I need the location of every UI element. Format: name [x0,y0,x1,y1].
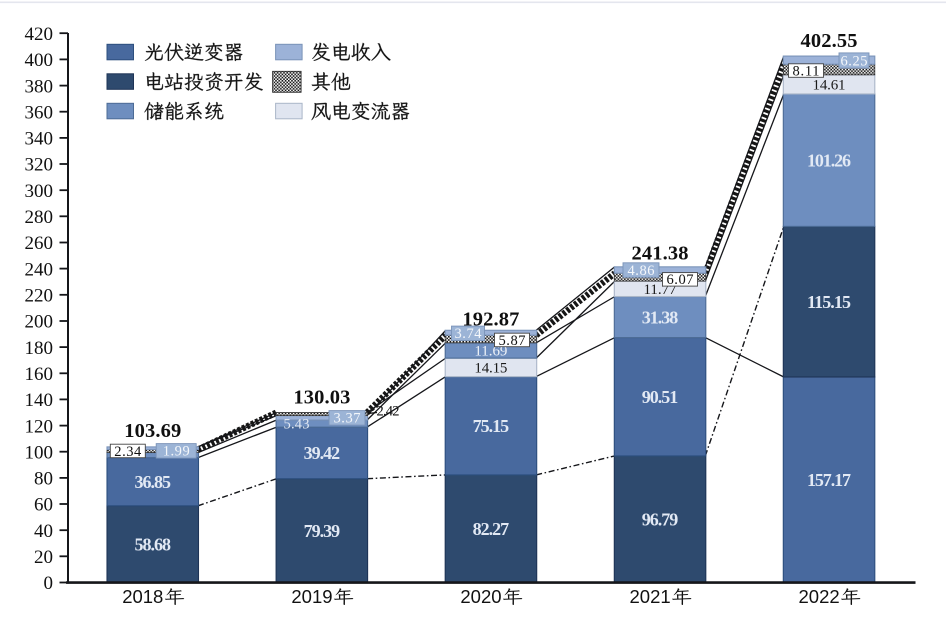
svg-text:101.26: 101.26 [807,151,851,171]
svg-text:79.39: 79.39 [304,521,341,541]
svg-text:300: 300 [25,181,54,202]
svg-text:8.11: 8.11 [793,63,820,79]
svg-text:400: 400 [25,50,54,71]
svg-text:5.87: 5.87 [499,333,526,349]
svg-text:120: 120 [25,416,54,437]
svg-text:240: 240 [25,259,54,280]
svg-text:20: 20 [34,547,53,568]
svg-text:2019: 2019 [291,586,332,607]
svg-text:2022: 2022 [799,586,840,607]
svg-text:220: 220 [25,286,54,307]
svg-text:11.69: 11.69 [474,344,507,360]
svg-text:192.87: 192.87 [462,309,519,331]
svg-text:380: 380 [25,76,54,97]
svg-text:130.03: 130.03 [293,387,350,409]
svg-text:100: 100 [25,442,54,463]
svg-text:6.25: 6.25 [841,53,868,69]
svg-text:420: 420 [25,24,54,45]
svg-text:60: 60 [34,495,53,516]
svg-text:2.34: 2.34 [114,444,142,460]
svg-text:96.79: 96.79 [642,510,679,530]
svg-text:103.69: 103.69 [124,420,181,442]
svg-text:40: 40 [34,521,53,542]
svg-text:360: 360 [25,102,54,123]
svg-text:14.15: 14.15 [474,361,507,377]
svg-text:115.15: 115.15 [807,292,851,312]
svg-text:0: 0 [44,573,54,594]
svg-text:5.43: 5.43 [284,417,310,433]
svg-text:90.51: 90.51 [642,387,679,407]
svg-text:340: 340 [25,129,54,150]
svg-text:14.61: 14.61 [813,78,846,94]
svg-text:2018: 2018 [122,586,163,607]
svg-text:36.85: 36.85 [135,472,172,492]
svg-text:320: 320 [25,155,54,176]
svg-text:75.15: 75.15 [473,416,510,436]
svg-text:39.42: 39.42 [304,443,341,463]
svg-text:241.38: 241.38 [632,243,689,265]
svg-text:160: 160 [25,364,54,385]
svg-text:4.86: 4.86 [628,263,655,279]
svg-text:2020: 2020 [460,586,501,607]
svg-text:157.17: 157.17 [807,470,851,490]
svg-text:280: 280 [25,207,54,228]
svg-text:2021: 2021 [630,586,671,607]
svg-text:82.27: 82.27 [473,519,510,539]
svg-text:58.68: 58.68 [135,534,172,554]
svg-text:1.99: 1.99 [163,444,190,460]
svg-text:6.07: 6.07 [667,272,694,288]
svg-text:3.37: 3.37 [334,411,361,427]
svg-text:402.55: 402.55 [801,30,858,52]
svg-text:2.42: 2.42 [377,404,400,420]
svg-text:3.74: 3.74 [455,326,483,342]
svg-text:180: 180 [25,338,54,359]
svg-text:260: 260 [25,233,54,254]
svg-text:31.38: 31.38 [642,307,679,327]
svg-text:140: 140 [25,390,54,411]
svg-text:200: 200 [25,312,54,333]
svg-text:80: 80 [34,469,53,490]
